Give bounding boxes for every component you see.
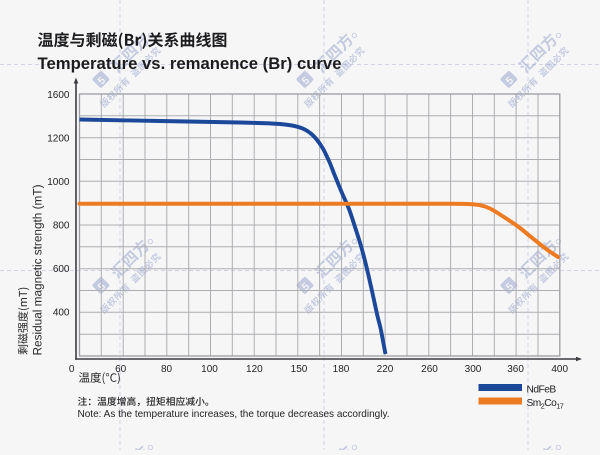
svg-text:Temperature vs. remanence (Br): Temperature vs. remanence (Br) curve: [38, 54, 342, 73]
svg-text:120: 120: [246, 364, 263, 375]
svg-text:220: 220: [377, 364, 394, 375]
svg-text:Sm2Co17: Sm2Co17: [527, 398, 564, 410]
svg-text:800: 800: [53, 221, 70, 232]
svg-text:60: 60: [115, 364, 127, 375]
svg-text:1200: 1200: [47, 134, 70, 145]
svg-text:80: 80: [161, 364, 173, 375]
svg-text:150: 150: [291, 364, 308, 375]
svg-text:NdFeB: NdFeB: [527, 385, 557, 396]
svg-text:400: 400: [53, 308, 70, 319]
svg-text:360: 360: [507, 364, 524, 375]
svg-text:600: 600: [53, 264, 70, 275]
svg-text:100: 100: [201, 364, 218, 375]
svg-text:1000: 1000: [47, 177, 70, 188]
svg-text:400: 400: [551, 364, 568, 375]
svg-text:1600: 1600: [47, 90, 70, 101]
svg-text:Residual magnetic strength (mT: Residual magnetic strength (mT): [33, 184, 45, 355]
svg-text:300: 300: [465, 364, 482, 375]
svg-text:Note: As the temperature incre: Note: As the temperature increases, the …: [78, 408, 390, 420]
svg-text:0: 0: [69, 364, 75, 375]
svg-text:260: 260: [421, 364, 438, 375]
svg-text:180: 180: [333, 364, 350, 375]
